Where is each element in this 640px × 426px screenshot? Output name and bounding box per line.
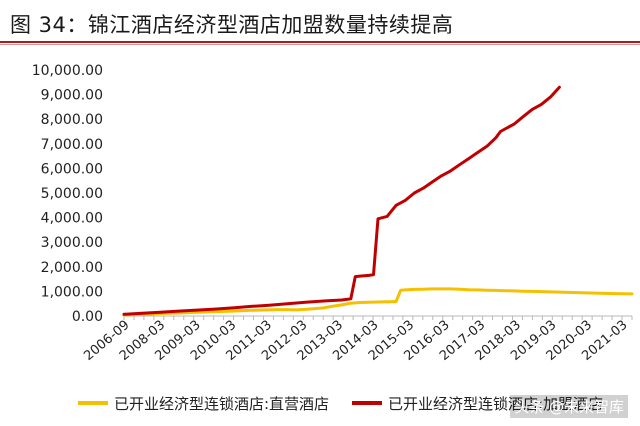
legend-label-direct: 已开业经济型连锁酒店:直营酒店 (114, 395, 329, 413)
title-divider-thin (0, 44, 640, 45)
series-line-direct (122, 287, 634, 317)
y-tick-label: 10,000.00 (32, 63, 103, 79)
figure-title: 图 34：锦江酒店经济型酒店加盟数量持续提高 (10, 13, 454, 37)
y-tick-label: 7,000.00 (41, 137, 103, 153)
y-tick-label: 9,000.00 (41, 88, 103, 104)
y-tick-label: 6,000.00 (41, 161, 103, 177)
y-tick-label: 8,000.00 (41, 112, 103, 128)
legend-label-franchise: 已开业经济型连锁酒店:加盟酒店 (388, 395, 603, 413)
y-tick-label: 2,000.00 (41, 260, 103, 276)
y-tick-label: 0.00 (72, 309, 103, 325)
y-tick-label: 5,000.00 (41, 186, 103, 202)
title-divider (0, 41, 640, 43)
y-tick-label: 3,000.00 (41, 235, 103, 251)
y-tick-label: 4,000.00 (41, 211, 103, 227)
line-chart: 0.00 1,000.00 2,000.00 3,000.00 4,000.00 5,00… (32, 63, 634, 413)
watermark: 头条 @未来智库 (510, 395, 628, 418)
y-tick-label: 1,000.00 (41, 284, 103, 300)
series-line-franchise (122, 85, 561, 316)
figure-title-bar: 图 34：锦江酒店经济型酒店加盟数量持续提高 (0, 0, 640, 45)
